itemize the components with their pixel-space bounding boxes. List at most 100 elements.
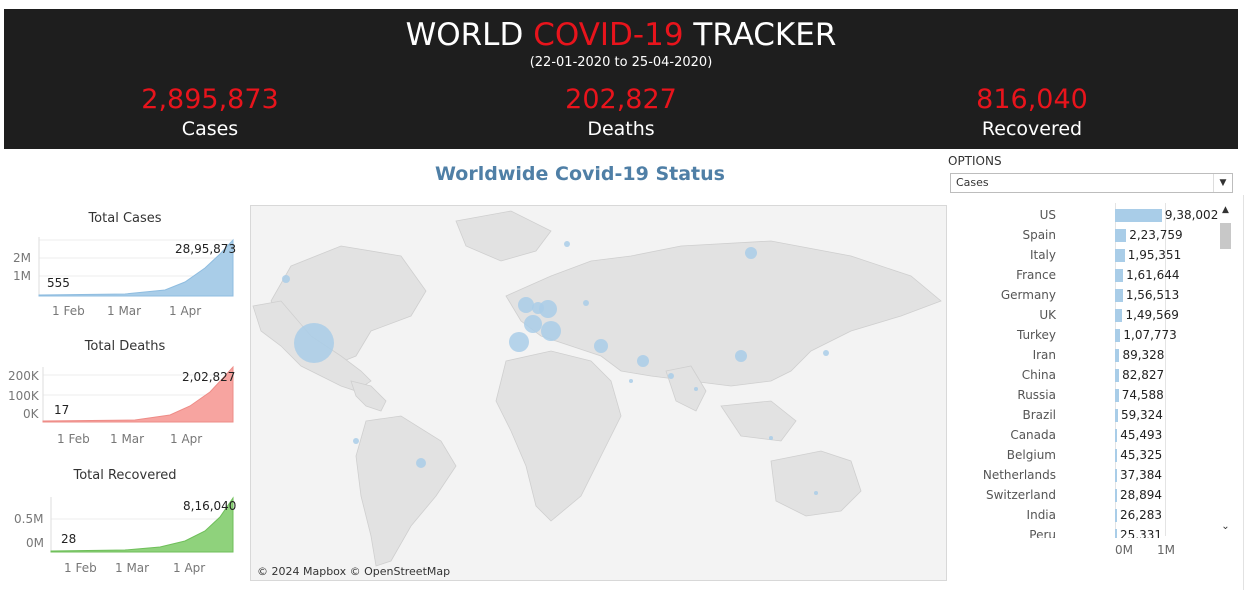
total-deaths-chart[interactable]: 200K 100K 0K 17 2,02,827 1 Feb 1 Mar 1 A…: [5, 362, 245, 450]
bar-value-label: 28,894: [1120, 488, 1162, 502]
bar[interactable]: [1115, 309, 1123, 322]
country-bar-chart[interactable]: US 9,38,002 Spain 2,23,759 Italy 1,95,351 Fran…: [948, 203, 1233, 538]
total-cases-title: Total Cases: [88, 211, 162, 226]
bar[interactable]: [1115, 429, 1118, 442]
bubble[interactable]: [814, 491, 818, 495]
bubble[interactable]: [823, 350, 829, 356]
bar-row[interactable]: Iran 89,328: [948, 345, 1218, 365]
bar-value-label: 59,324: [1120, 408, 1163, 422]
bubble-canada[interactable]: [282, 275, 290, 283]
options-selected-value: Cases: [956, 176, 989, 189]
bar-row[interactable]: Spain 2,23,759: [948, 225, 1218, 245]
start-value-label: 28: [61, 532, 76, 546]
southeast-asia-land: [720, 400, 797, 442]
bubble-india[interactable]: [668, 373, 674, 379]
header-banner: WORLD COVID-19 TRACKER (22-01-2020 to 25…: [4, 9, 1238, 149]
bar[interactable]: [1115, 209, 1162, 222]
bar-row[interactable]: Russia 74,588: [948, 385, 1218, 405]
map-attribution[interactable]: © 2024 Mapbox © OpenStreetMap: [257, 565, 451, 578]
bubble-china[interactable]: [735, 350, 747, 362]
country-label: Canada: [1010, 428, 1056, 442]
country-label: Turkey: [1016, 328, 1056, 342]
bar[interactable]: [1115, 249, 1125, 262]
bar-chart-scrollbar[interactable]: ▲ ⌄: [1218, 205, 1233, 535]
bar[interactable]: [1115, 329, 1121, 342]
bubble-germany[interactable]: [539, 300, 557, 318]
bar[interactable]: [1115, 389, 1119, 402]
bar-value-label: 26,283: [1120, 508, 1162, 522]
options-dropdown[interactable]: Cases ▼: [950, 173, 1233, 193]
bar-row[interactable]: Belgium 45,325: [948, 445, 1218, 465]
bubble[interactable]: [694, 387, 698, 391]
bubble-us[interactable]: [294, 323, 334, 363]
bubble[interactable]: [769, 436, 773, 440]
end-value-label: 28,95,873: [175, 242, 236, 256]
bar[interactable]: [1115, 289, 1123, 302]
bar-row[interactable]: Canada 45,493: [948, 425, 1218, 445]
bar-row[interactable]: France 1,61,644: [948, 265, 1218, 285]
bar[interactable]: [1115, 449, 1118, 462]
bar-row[interactable]: China 82,827: [948, 365, 1218, 385]
bubble[interactable]: [629, 379, 633, 383]
bar-value-label: 1,61,644: [1126, 268, 1180, 282]
bar-row[interactable]: Brazil 59,324: [948, 405, 1218, 425]
bar-row[interactable]: India 26,283: [948, 505, 1218, 525]
bubble-peru[interactable]: [353, 438, 359, 444]
bar[interactable]: [1115, 229, 1127, 242]
bubble-spain[interactable]: [524, 315, 542, 333]
world-map[interactable]: © 2024 Mapbox © OpenStreetMap: [250, 205, 947, 581]
kpi-cases-value: 2,895,873: [141, 84, 279, 115]
bubble-uk[interactable]: [518, 297, 534, 313]
x-tick: 1 Mar: [110, 432, 144, 446]
bar[interactable]: [1115, 469, 1117, 482]
x-tick: 1 Mar: [115, 561, 149, 575]
bubble-iran[interactable]: [637, 355, 649, 367]
bar-value-label: 45,325: [1120, 448, 1163, 462]
bar-row[interactable]: Italy 1,95,351: [948, 245, 1218, 265]
y-tick: 2M: [13, 251, 31, 265]
bar[interactable]: [1115, 509, 1117, 522]
chevron-down-icon[interactable]: ▼: [1213, 174, 1232, 192]
bubble[interactable]: [583, 300, 589, 306]
bar-row[interactable]: Turkey 1,07,773: [948, 325, 1218, 345]
total-cases-chart[interactable]: 2M 1M 555 28,95,873 1 Feb 1 Mar 1 Apr: [5, 232, 245, 322]
bar-row[interactable]: Switzerland 28,894: [948, 485, 1218, 505]
dashboard-title: WORLD COVID-19 TRACKER: [4, 17, 1238, 53]
bar[interactable]: [1115, 409, 1118, 422]
scroll-down-icon[interactable]: ⌄: [1221, 521, 1230, 532]
scroll-thumb[interactable]: [1220, 223, 1231, 249]
country-label: Brazil: [1022, 408, 1057, 422]
bar[interactable]: [1115, 489, 1117, 502]
bar-row[interactable]: Germany 1,56,513: [948, 285, 1218, 305]
bubble-italy[interactable]: [541, 321, 561, 341]
total-recovered-title: Total Recovered: [73, 468, 177, 483]
bar[interactable]: [1115, 349, 1120, 362]
country-label: Switzerland: [986, 488, 1056, 502]
kpi-deaths-label: Deaths: [587, 118, 655, 140]
australia-land: [770, 450, 862, 517]
bubble-netherlands[interactable]: [532, 302, 544, 314]
total-recovered-chart[interactable]: 0.5M 0M 28 8,16,040 1 Feb 1 Mar 1 Apr: [5, 492, 245, 580]
bar[interactable]: [1115, 369, 1120, 382]
total-deaths-title: Total Deaths: [84, 339, 166, 354]
bubble-brazil[interactable]: [416, 458, 426, 468]
country-label: Italy: [1029, 248, 1056, 262]
start-value-label: 17: [54, 403, 69, 417]
bubble-turkey[interactable]: [594, 339, 608, 353]
bubble[interactable]: [564, 241, 570, 247]
bar-row[interactable]: US 9,38,002: [948, 205, 1218, 225]
scroll-up-icon[interactable]: ▲: [1222, 205, 1229, 215]
x-tick: 1 Feb: [64, 561, 97, 575]
bar[interactable]: [1115, 529, 1117, 538]
kpi-recovered: 816,040 Recovered: [882, 83, 1182, 141]
bar-row[interactable]: Peru 25,331: [948, 525, 1218, 538]
x-tick: 1 Feb: [52, 304, 85, 318]
y-tick: 100K: [8, 389, 40, 403]
bar-row[interactable]: Netherlands 37,384: [948, 465, 1218, 485]
bar-value-label: 9,38,002: [1164, 208, 1219, 222]
bubble-france[interactable]: [509, 332, 529, 352]
bar[interactable]: [1115, 269, 1124, 282]
bubble-russia[interactable]: [745, 247, 757, 259]
bar-row[interactable]: UK 1,49,569: [948, 305, 1218, 325]
kpi-recovered-label: Recovered: [981, 118, 1083, 140]
